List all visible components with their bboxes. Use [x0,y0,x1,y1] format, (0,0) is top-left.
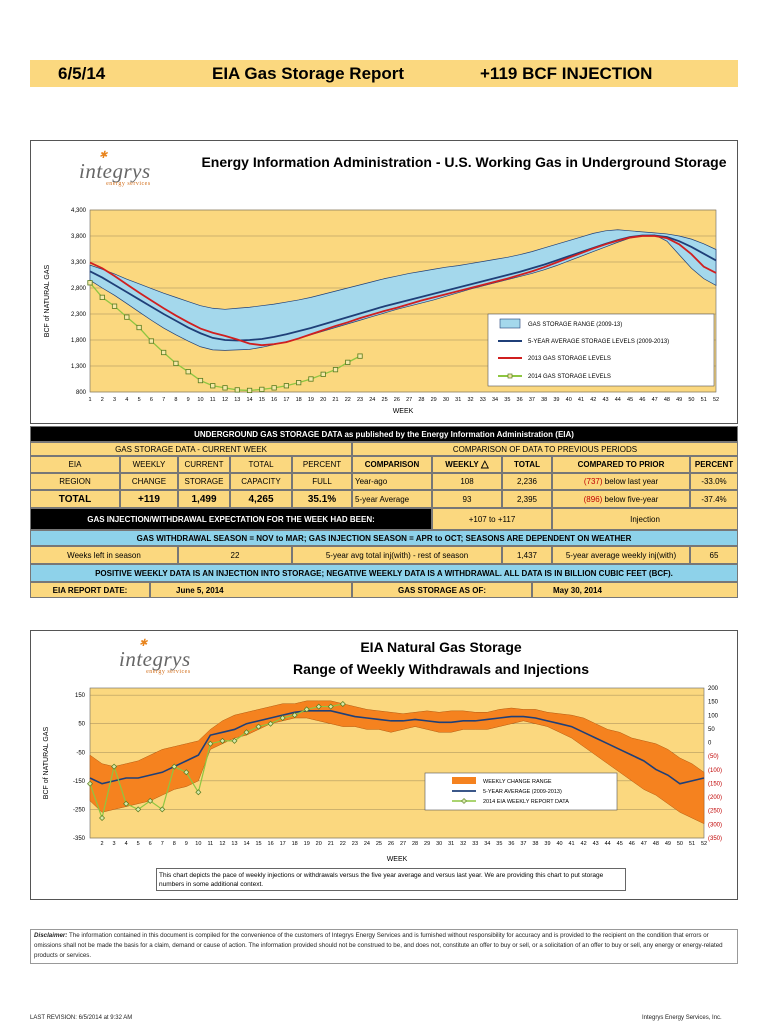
last-revision: LAST REVISION: 6/5/2014 at 9:32 AM [30,1015,133,1021]
disclaimer: Disclaimer: The information contained in… [30,929,738,964]
total-change: +119 [120,490,178,508]
total-capacity: 4,265 [230,490,292,508]
weekly-chart-note: This chart depicts the pace of weekly in… [156,868,626,891]
weekly-change-chart-panel: ✱ integrys energy services EIA Natural Ga… [30,630,738,900]
comp-yearago-weekly: 108 [432,473,502,490]
col-storage: STORAGE [178,473,230,490]
weeks-left-label: Weeks left in season [30,546,178,564]
col-percent: PERCENT [292,456,352,473]
integrys-logo: ✱ integrys energy services [79,150,151,187]
comp-col-prior: COMPARED TO PRIOR [552,456,690,473]
report-date: 6/5/14 [58,64,106,83]
weekly-chart-title-1: EIA Natural Gas Storage [360,639,522,655]
avg-weekly-value: 65 [690,546,738,564]
comp-yearago-diff: (737) below last year [552,473,690,490]
logo-dots-icon: ✱ [99,150,108,161]
avg-total-value: 1,437 [502,546,552,564]
report-title: EIA Gas Storage Report [212,64,405,83]
expectation-label: GAS INJECTION/WITHDRAWAL EXPECTATION FOR… [30,508,432,530]
col-region: REGION [30,473,120,490]
delta-icon: △ [481,459,489,470]
injection-headline: +119 BCF INJECTION [480,64,653,83]
total-full: 35.1% [292,490,352,508]
avg-total-label: 5-year avg total inj(with) - rest of sea… [292,546,502,564]
col-capacity: CAPACITY [230,473,292,490]
comp-5yr-pct: -37.4% [690,490,738,508]
company-footer: Integrys Energy Services, Inc. [642,1015,722,1021]
comp-col-percent: PERCENT [690,456,738,473]
total-storage: 1,499 [178,490,230,508]
report-date-value: June 5, 2014 [150,582,352,598]
weekly-chart-title-2: Range of Weekly Withdrawals and Injectio… [292,661,589,677]
storage-chart-panel: ✱ integrys energy services Energy Informa… [30,140,738,424]
col-total: TOTAL [230,456,292,473]
as-of-label: GAS STORAGE AS OF: [352,582,532,598]
positive-data-note: POSITIVE WEEKLY DATA IS AN INJECTION INT… [30,564,738,582]
expectation-type: Injection [552,508,738,530]
comp-yearago-pct: -33.0% [690,473,738,490]
as-of-value: May 30, 2014 [532,582,738,598]
comp-col-weekly: WEEKLY △ [432,456,502,473]
weeks-left-value: 22 [178,546,292,564]
season-info: GAS WITHDRAWAL SEASON = NOV to MAR; GAS … [30,530,738,546]
report-header: 6/5/14 EIA Gas Storage Report +119 BCF I… [30,60,738,87]
comp-col-comparison: COMPARISON [352,456,432,473]
logo-dots-icon-2: ✱ [139,638,148,649]
comp-5yr-weekly: 93 [432,490,502,508]
comp-col-total: TOTAL [502,456,552,473]
comp-5yr-diff: (896) below five-year [552,490,690,508]
col-eia: EIA [30,456,120,473]
comp-yearago-total: 2,236 [502,473,552,490]
integrys-logo-2: ✱ integrys energy services [119,638,191,675]
avg-weekly-label: 5-year average weekly inj(with) [552,546,690,564]
col-change: CHANGE [120,473,178,490]
col-current: CURRENT [178,456,230,473]
expectation-value: +107 to +117 [432,508,552,530]
total-label: TOTAL [30,490,120,508]
disclaimer-label: Disclaimer: [34,932,68,939]
disclaimer-text: The information contained in this docume… [34,932,723,959]
table-title: UNDERGROUND GAS STORAGE DATA as publishe… [30,426,738,442]
comp-yearago-label: Year-ago [352,473,432,490]
comp-5yr-label: 5-year Average [352,490,432,508]
comp-5yr-total: 2,395 [502,490,552,508]
col-weekly: WEEKLY [120,456,178,473]
col-full: FULL [292,473,352,490]
report-date-label: EIA REPORT DATE: [30,582,150,598]
current-week-header: GAS STORAGE DATA - CURRENT WEEK [30,442,352,456]
comparison-header: COMPARISON OF DATA TO PREVIOUS PERIODS [352,442,738,456]
storage-chart-title: Energy Information Administration - U.S.… [201,154,727,170]
